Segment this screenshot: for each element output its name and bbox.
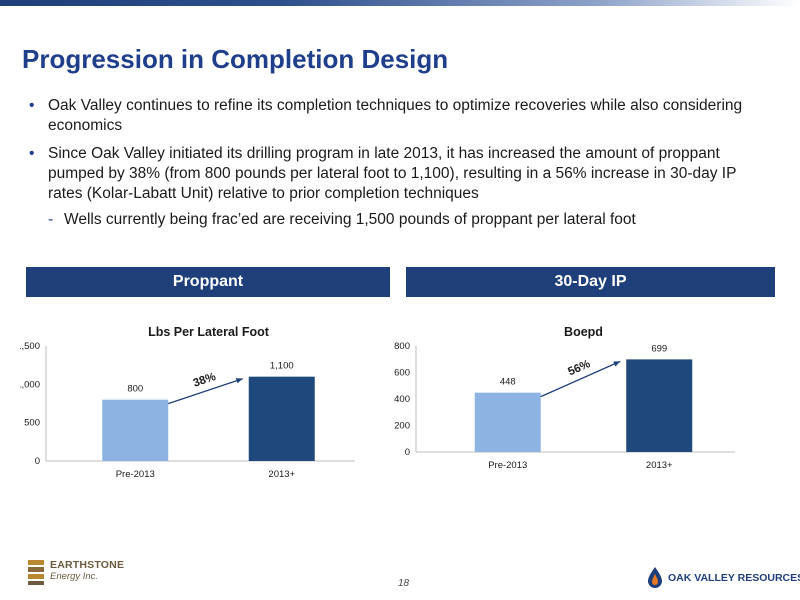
data-label: 1,100: [270, 361, 294, 372]
proppant-chart: Lbs Per Lateral Foot 0 500 1,000 1,500 800 Pre…: [20, 325, 355, 480]
bullet-item: • Since Oak Valley initiated its drillin…: [26, 144, 766, 204]
chart-bar: [474, 392, 541, 452]
earthstone-mark-icon: [28, 560, 44, 585]
x-tick-label: 2013+: [646, 460, 673, 471]
sub-bullet-item: - Wells currently being frac’ed are rece…: [26, 210, 766, 230]
oak-valley-logo: Oak Valley Resources: [646, 566, 800, 590]
page-number: 18: [398, 578, 410, 589]
chart-title: Boepd: [564, 325, 603, 339]
y-tick-label: 500: [24, 418, 40, 429]
bullet-dot: •: [29, 97, 35, 114]
chart-bar: [102, 399, 169, 461]
growth-annotation: 38%: [192, 371, 218, 390]
data-label: 699: [651, 343, 667, 354]
earthstone-logo: EARTHSTONE Energy Inc.: [26, 556, 156, 590]
y-tick-label: 0: [405, 447, 410, 458]
x-tick-label: Pre-2013: [116, 469, 155, 480]
growth-arrow-head: [235, 378, 243, 384]
y-tick-label: 800: [394, 341, 410, 352]
sub-bullet-text: Wells currently being frac’ed are receiv…: [64, 211, 636, 228]
bullet-text: Since Oak Valley initiated its drilling …: [48, 145, 737, 202]
y-tick-label: 1,000: [20, 379, 40, 390]
sub-bullet-dash: -: [48, 211, 54, 228]
chart-bar: [248, 376, 315, 461]
y-tick-label: 600: [394, 368, 410, 379]
y-tick-label: 0: [35, 456, 40, 467]
data-label: 800: [127, 384, 143, 395]
bullet-text: Oak Valley continues to refine its compl…: [48, 97, 743, 134]
chart-bar: [626, 359, 693, 452]
earthstone-logo-name: EARTHSTONE: [50, 559, 125, 571]
y-tick-label: 1,500: [20, 341, 40, 352]
bullet-dot: •: [29, 145, 35, 162]
earthstone-logo-subname: Energy Inc.: [50, 571, 99, 582]
chart-title: Lbs Per Lateral Foot: [148, 325, 270, 339]
growth-arrow-line: [168, 378, 243, 405]
page-title: Progression in Completion Design: [22, 44, 449, 74]
growth-arrow-head: [613, 361, 621, 367]
y-tick-label: 400: [394, 394, 410, 405]
oak-valley-logo-name: Oak Valley Resources: [668, 572, 800, 584]
x-tick-label: 2013+: [268, 469, 295, 480]
bullet-list: • Oak Valley continues to refine its com…: [26, 96, 766, 230]
y-tick-label: 200: [394, 421, 410, 432]
bullet-item: • Oak Valley continues to refine its com…: [26, 96, 766, 136]
proppant-panel-header: Proppant: [26, 267, 390, 297]
top-accent-bar: [0, 0, 800, 6]
x-tick-label: Pre-2013: [488, 460, 527, 471]
data-label: 448: [500, 377, 516, 388]
growth-arrow-line: [540, 360, 621, 398]
ip-panel-header: 30-Day IP: [406, 267, 775, 297]
flame-drop-icon: [648, 567, 662, 588]
